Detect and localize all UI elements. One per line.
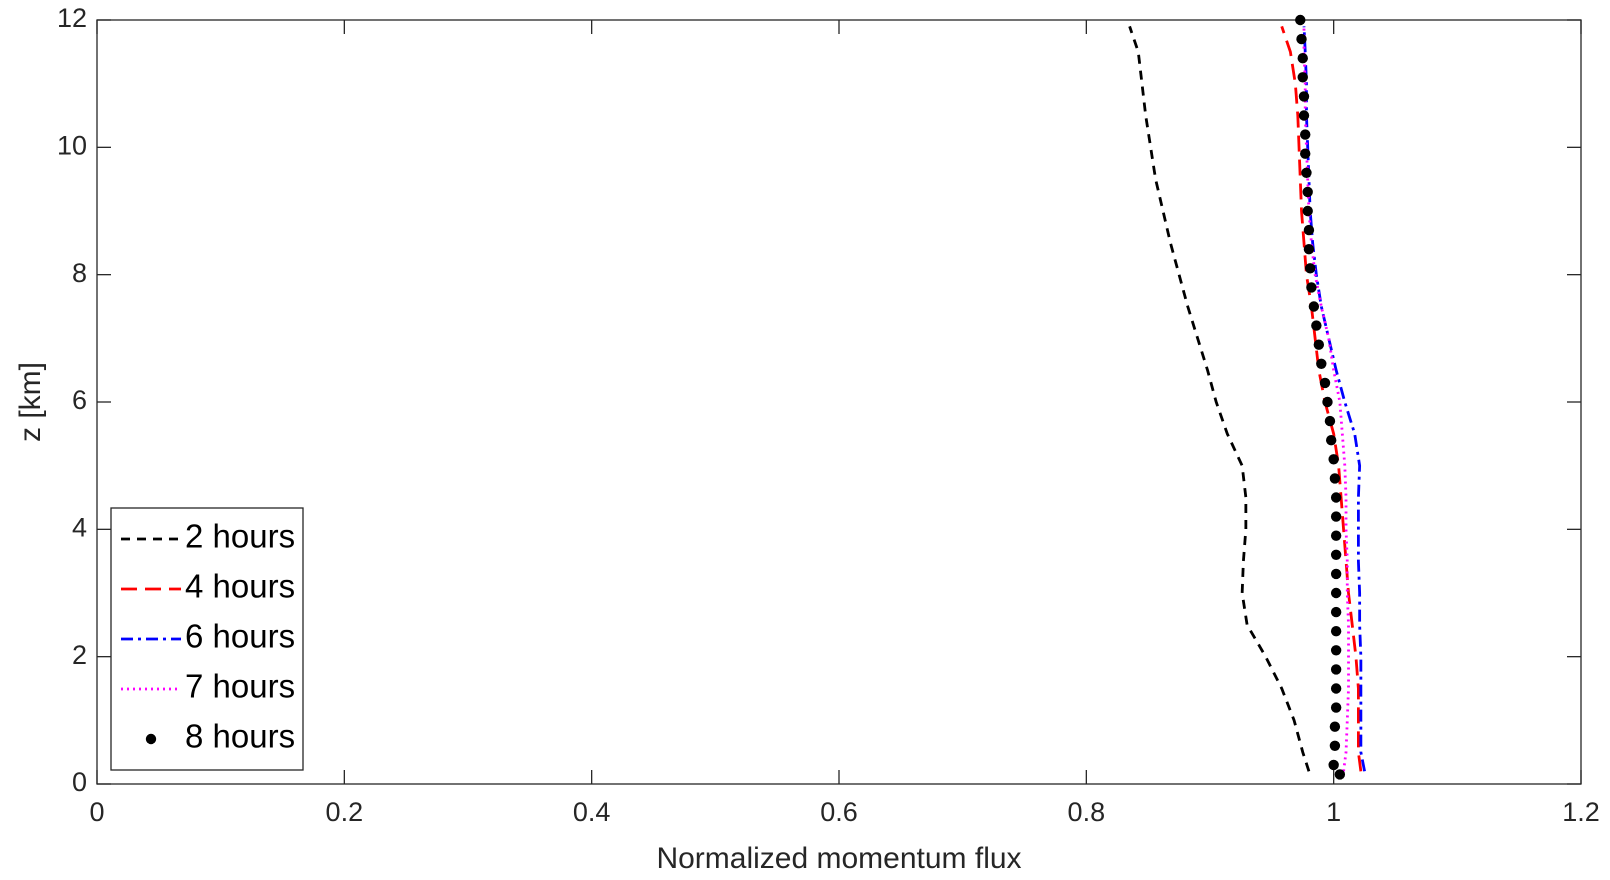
marker [1302,186,1313,198]
y-tick-label: 0 [72,767,87,797]
marker [1304,263,1316,274]
marker [1297,72,1308,83]
y-tick-label: 2 [72,640,87,670]
marker [1330,626,1342,637]
marker [1330,530,1342,541]
x-tick-label: 0.8 [1068,797,1106,827]
marker [1298,110,1310,121]
marker [1330,549,1342,560]
marker [1330,568,1342,580]
marker [1329,721,1341,732]
x-tick-label: 1.2 [1562,797,1600,827]
y-tick-label: 6 [72,385,87,415]
marker [1313,339,1325,350]
marker [1303,244,1315,255]
x-tick-label: 0.2 [326,797,364,827]
marker [1311,320,1322,331]
marker [1330,683,1342,694]
legend-label: 8 hours [185,718,295,755]
y-tick-label: 4 [72,512,87,542]
y-tick-label: 12 [57,3,87,33]
marker [1308,301,1320,312]
axes-box [96,19,1582,785]
plot-area [97,20,1581,784]
legend-label: 4 hours [185,568,295,605]
marker [1300,129,1311,140]
marker [1316,358,1327,369]
x-tick-label: 0.6 [820,797,858,827]
marker [1334,769,1346,780]
legend-box [110,507,304,771]
series-line [1302,26,1366,772]
marker [1303,224,1315,236]
marker [1330,606,1342,618]
legend-label: 2 hours [185,518,295,555]
marker [1325,435,1337,446]
marker [1306,282,1317,293]
marker [1297,53,1308,64]
marker [1302,205,1313,217]
marker [1298,91,1310,102]
legend-label: 6 hours [185,618,295,655]
marker [1300,148,1311,159]
series-line [1302,26,1350,772]
marker [1296,33,1307,45]
x-tick-label: 0 [89,797,104,827]
marker [1329,473,1341,484]
marker [1329,740,1341,751]
series-line [1128,25,1311,772]
x-tick-label: 0.4 [573,797,611,827]
legend-marker [145,733,157,745]
y-axis-label: z [km] [14,362,47,442]
y-tick-label: 10 [57,130,87,160]
marker [1330,587,1342,599]
x-tick-label: 1 [1326,797,1341,827]
marker [1330,664,1342,675]
legend-label: 7 hours [185,668,295,705]
x-axis-label: Normalized momentum flux [656,842,1021,875]
marker [1322,396,1333,408]
marker [1328,454,1339,465]
marker [1319,377,1331,389]
marker [1330,492,1342,503]
marker [1301,167,1312,178]
y-tick-label: 8 [72,258,87,288]
marker [1328,759,1339,771]
marker [1324,415,1336,427]
marker [1330,702,1342,713]
marker [1330,511,1342,522]
marker [1330,645,1342,656]
marker [1295,14,1306,26]
